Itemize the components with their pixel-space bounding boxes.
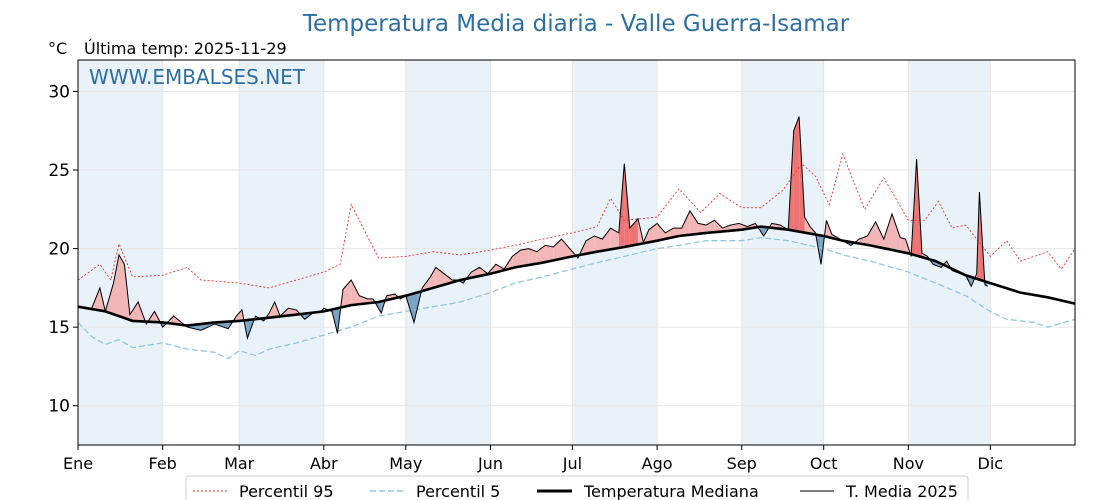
deviation-fill [875,221,884,249]
grid-lines [77,60,1075,445]
deviation-fill [867,221,876,247]
deviation-fill [698,223,707,234]
legend-frame [185,475,969,500]
deviation-fill [269,302,275,318]
deviation-fill [359,295,368,305]
y-tick-label: 30 [48,82,70,102]
p95-line [77,152,1076,289]
deviation-fill [714,220,723,233]
x-tick-label: Feb [149,454,177,473]
deviation-fill [891,214,901,252]
y-tick-label: 25 [48,161,70,181]
y-tick-label: 10 [48,397,70,417]
legend: Percentil 95 Percentil 5 Temperatura Med… [185,475,969,500]
month-band [78,60,163,445]
x-tick-label: Mar [224,454,255,473]
deviation-fill [793,116,800,232]
x-axis: Ene Feb Mar Abr May Jun Jul Ago Sep Oct Nov Dic [63,445,1003,473]
x-tick-label: Jun [477,454,503,473]
deviation-fill [536,245,546,264]
deviation-fill [602,228,611,251]
deviation-fill [900,237,906,253]
month-band [741,60,824,445]
x-tick-label: Ago [642,454,673,473]
deviation-fill [236,309,242,322]
deviation-fill [681,210,690,236]
x-tick-label: May [389,454,422,473]
legend-current-label: T. Media 2025 [845,482,958,500]
deviation-fill [113,254,119,317]
x-tick-label: Ene [63,454,93,473]
x-tick-label: Dic [978,454,1004,473]
y-axis: 10 15 20 25 30 [48,82,78,417]
x-tick-label: Nov [893,454,924,473]
deviation-fill [883,214,892,250]
deviation-fill [561,239,570,259]
legend-p5-label: Percentil 5 [416,482,500,500]
deviation-fill [689,210,699,235]
deviation-fill [665,228,674,239]
x-tick-label: Sep [727,454,757,473]
deviation-fill [520,248,529,267]
legend-median-label: Temperatura Mediana [583,482,759,500]
last-temp-label: Última temp: 2025-11-29 [84,39,287,58]
current-year-line [77,116,988,340]
y-tick-label: 15 [48,318,70,338]
unit-label: °C [48,39,67,58]
deviation-fill [351,280,360,306]
deviation-fill [586,236,595,254]
median-line [77,225,1076,327]
y-tick-label: 20 [48,240,70,260]
deviation-fill [657,223,666,241]
deviation-fill [553,239,562,261]
plot-frame [77,59,1076,446]
deviation-fill [594,236,603,253]
x-tick-label: Oct [810,454,838,473]
deviation-fill [610,228,619,250]
deviation-fills [78,116,988,339]
deviation-fill [545,245,554,263]
deviation-fill [430,267,436,289]
deviation-fill [129,302,139,322]
deviation-fill [118,254,125,319]
deviation-fill [512,250,521,269]
deviation-fill [804,217,811,234]
p5-line [77,236,1076,360]
chart-title: Temperatura Media diaria - Valle Guerra-… [302,11,850,37]
deviation-fill [706,220,715,233]
watermark: WWW.EMBALSES.NET [89,65,306,89]
deviation-fill [629,218,638,246]
x-tick-label: Jul [562,454,582,473]
month-band [239,60,324,445]
deviation-fill [342,280,352,308]
x-tick-label: Abr [310,454,338,473]
series-lines [77,116,1076,360]
deviation-fill [528,248,537,266]
legend-p95-label: Percentil 95 [239,482,334,500]
month-bands [78,60,991,445]
